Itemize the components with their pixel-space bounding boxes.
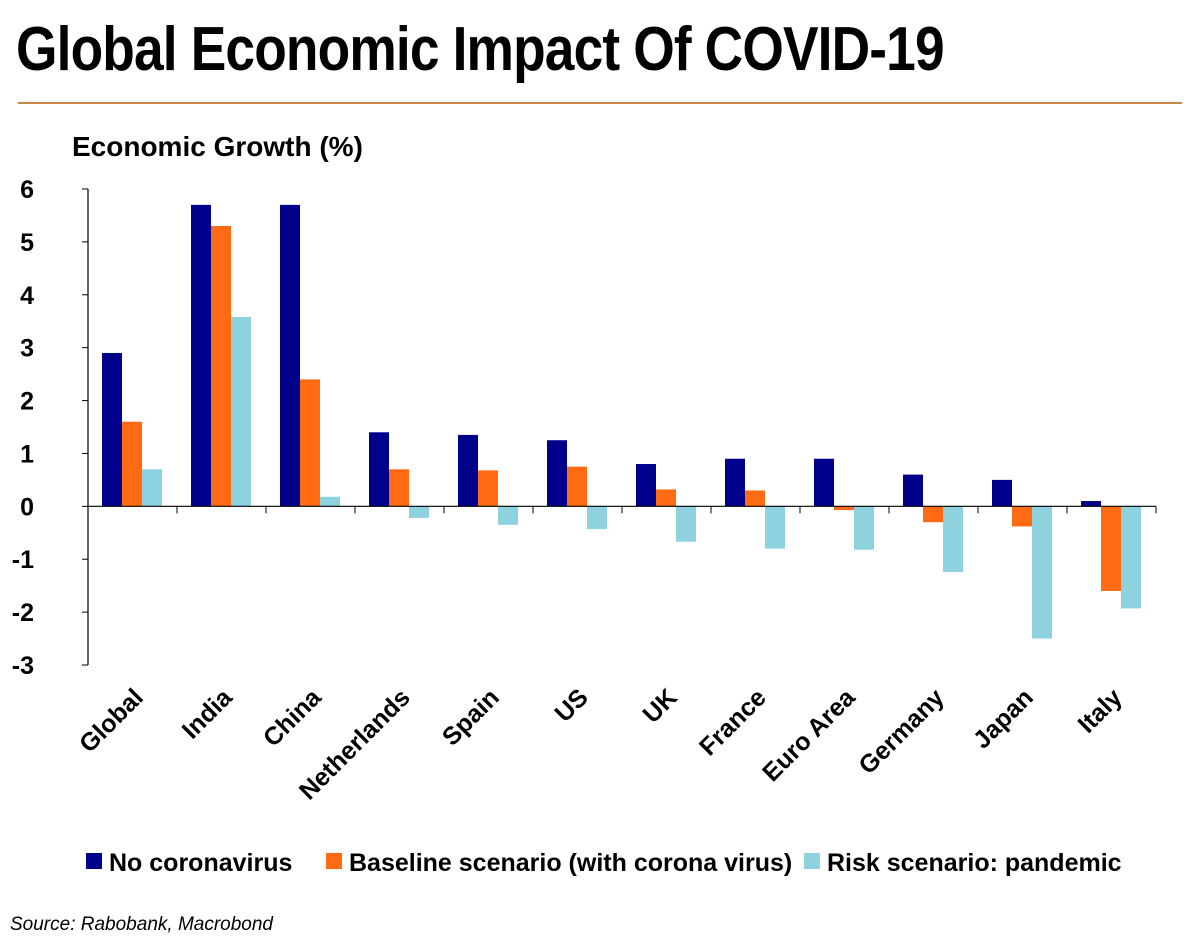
bar-japan-series-2: [1012, 506, 1032, 527]
bar-global-series-3: [142, 469, 162, 507]
legend-label-2: Baseline scenario (with corona virus): [349, 849, 792, 877]
category-label-india: India: [177, 683, 239, 745]
title-divider: [18, 102, 1182, 104]
legend-label-3: Risk scenario: pandemic: [827, 849, 1122, 877]
category-label-china: China: [258, 683, 328, 753]
bar-spain-series-2: [478, 470, 498, 507]
bar-japan-series-3: [1032, 506, 1052, 639]
legend-label-1: No coronavirus: [109, 849, 292, 877]
y-tick-label: 1: [20, 440, 34, 468]
y-tick-label: 5: [20, 229, 34, 257]
bar-us-series-2: [567, 466, 587, 507]
y-tick-label: 0: [20, 493, 34, 521]
bar-netherlands-series-1: [369, 432, 389, 507]
y-tick-label: 4: [20, 282, 34, 310]
legend-swatch-2: [326, 853, 342, 869]
bar-euro-area-series-3: [854, 506, 874, 550]
source-note: Source: Rabobank, Macrobond: [10, 914, 273, 935]
y-tick-label: -1: [12, 546, 34, 574]
category-label-uk: UK: [637, 683, 682, 728]
bar-spain-series-1: [458, 434, 478, 507]
bar-china-series-1: [280, 204, 300, 507]
category-label-us: US: [549, 683, 593, 727]
chart-title: Global Economic Impact Of COVID-19: [16, 15, 945, 84]
bar-italy-series-2: [1101, 506, 1121, 591]
category-label-euro-area: Euro Area: [757, 683, 861, 787]
bar-japan-series-1: [992, 479, 1012, 507]
bar-china-series-3: [320, 496, 340, 507]
legend: No coronavirus Baseline scenario (with co…: [86, 849, 1122, 877]
category-label-global: Global: [74, 683, 149, 758]
bar-germany-series-3: [943, 506, 963, 572]
bar-us-series-1: [547, 440, 567, 507]
bar-netherlands-series-2: [389, 469, 409, 507]
y-tick-label: -3: [12, 652, 34, 680]
category-label-france: France: [694, 683, 772, 761]
bar-india-series-1: [191, 204, 211, 507]
category-label-japan: Japan: [968, 683, 1039, 754]
y-tick-label: 6: [20, 176, 34, 204]
bar-italy-series-1: [1081, 501, 1101, 507]
bar-germany-series-2: [923, 506, 943, 523]
y-tick-label: 2: [20, 388, 34, 416]
bar-germany-series-1: [903, 474, 923, 507]
bar-us-series-3: [587, 506, 607, 530]
bar-chart: Economic Growth (%) 6 5 4 3 2 1 0 -1 -2 -3 Global…: [12, 131, 1157, 877]
bar-euro-area-series-1: [814, 458, 834, 507]
y-axis-ticks: 6 5 4 3 2 1 0 -1 -2 -3: [12, 176, 88, 680]
bar-uk-series-1: [636, 464, 656, 507]
y-axis-title: Economic Growth (%): [72, 131, 363, 162]
axes: [87, 189, 1157, 665]
category-label-spain: Spain: [437, 683, 505, 751]
legend-swatch-1: [86, 853, 102, 869]
bars: [102, 204, 1141, 639]
bar-france-series-3: [765, 506, 785, 549]
bar-italy-series-3: [1121, 506, 1141, 609]
bar-spain-series-3: [498, 506, 518, 525]
bar-france-series-1: [725, 458, 745, 507]
bar-uk-series-3: [676, 506, 696, 542]
bar-france-series-2: [745, 490, 765, 507]
bar-china-series-2: [300, 379, 320, 507]
y-tick-label: -2: [12, 599, 34, 627]
y-tick-label: 3: [20, 335, 34, 363]
bar-india-series-3: [231, 316, 251, 507]
legend-swatch-3: [804, 853, 820, 869]
bar-euro-area-series-2: [834, 506, 854, 511]
category-label-italy: Italy: [1073, 683, 1128, 738]
bar-global-series-1: [102, 352, 122, 507]
bar-india-series-2: [211, 226, 231, 507]
bar-netherlands-series-3: [409, 506, 429, 518]
category-label-germany: Germany: [853, 683, 950, 780]
bar-global-series-2: [122, 421, 142, 507]
bar-uk-series-2: [656, 489, 676, 507]
